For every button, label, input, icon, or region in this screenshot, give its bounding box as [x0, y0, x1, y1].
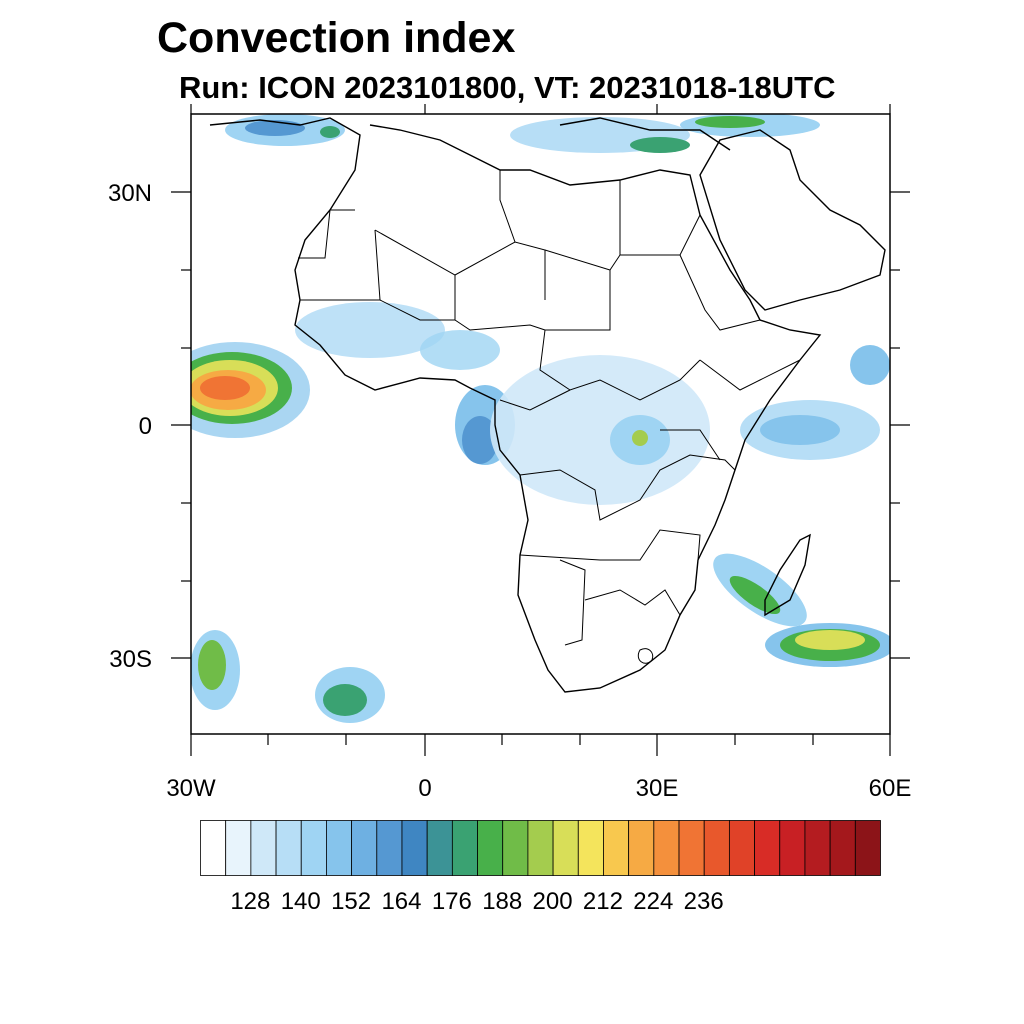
colorbar-swatch: [200, 820, 227, 876]
plot-title: Convection index: [157, 14, 516, 62]
colorbar-swatch: [552, 820, 579, 876]
colorbar-tick-label: 140: [280, 888, 321, 915]
colorbar-swatch: [577, 820, 604, 876]
colorbar-swatch: [728, 820, 755, 876]
axis-ticks: [171, 104, 910, 756]
colorbar-swatch: [351, 820, 378, 876]
convection-field-indian-ocean-north: [740, 345, 890, 460]
convection-field-mozambique-madagascar: [713, 553, 890, 667]
colorbar-swatch: [401, 820, 428, 876]
colorbar-tick-label: 212: [582, 888, 623, 915]
colorbar-swatch: [250, 820, 277, 876]
x-label-30w: 30W: [166, 775, 216, 802]
colorbar-swatch: [502, 820, 529, 876]
x-label-30e: 30E: [635, 775, 679, 802]
plot-frame: [190, 113, 891, 735]
colorbar-tick-label: 224: [633, 888, 674, 915]
colorbar-swatch: [703, 820, 730, 876]
colorbar-swatch: [603, 820, 630, 876]
colorbar-swatch: [477, 820, 504, 876]
plot-subtitle: Run: ICON 2023101800, VT: 20231018-18UTC: [179, 70, 836, 105]
colorbar-swatch: [804, 820, 831, 876]
colorbar-tick-label: 128: [230, 888, 271, 915]
colorbar-tick-label: 176: [431, 888, 472, 915]
country-borders: [298, 170, 801, 664]
colorbar-swatch: [326, 820, 353, 876]
colorbar-swatch: [779, 820, 806, 876]
x-label-60e: 60E: [868, 775, 912, 802]
colorbar-tick-label: 164: [381, 888, 422, 915]
colorbar-swatch: [376, 820, 403, 876]
colorbar-swatch: [451, 820, 478, 876]
colorbar-swatch: [829, 820, 856, 876]
colorbar-swatch: [275, 820, 302, 876]
x-label-0: 0: [418, 775, 432, 802]
colorbar-swatch: [426, 820, 453, 876]
colorbar: [200, 820, 881, 876]
convection-field-atlantic-west: [191, 342, 310, 438]
y-label-0: 0: [138, 413, 152, 440]
y-label-30s: 30S: [109, 646, 152, 673]
convection-field-south-atlantic: [191, 630, 385, 723]
y-label-30n: 30N: [107, 180, 152, 207]
colorbar-swatch: [527, 820, 554, 876]
convection-field-mediterranean: [510, 114, 820, 153]
colorbar-swatch: [628, 820, 655, 876]
convection-field-west-africa: [295, 302, 500, 370]
colorbar-tick-label: 152: [331, 888, 372, 915]
convection-map: [171, 104, 910, 756]
colorbar-swatch: [225, 820, 252, 876]
colorbar-swatch: [854, 820, 881, 876]
colorbar-tick-label: 236: [683, 888, 724, 915]
colorbar-swatch: [653, 820, 680, 876]
colorbar-swatch: [300, 820, 327, 876]
colorbar-swatch: [678, 820, 705, 876]
colorbar-tick-label: 200: [532, 888, 573, 915]
colorbar-tick-label: 188: [482, 888, 523, 915]
colorbar-swatch: [754, 820, 781, 876]
